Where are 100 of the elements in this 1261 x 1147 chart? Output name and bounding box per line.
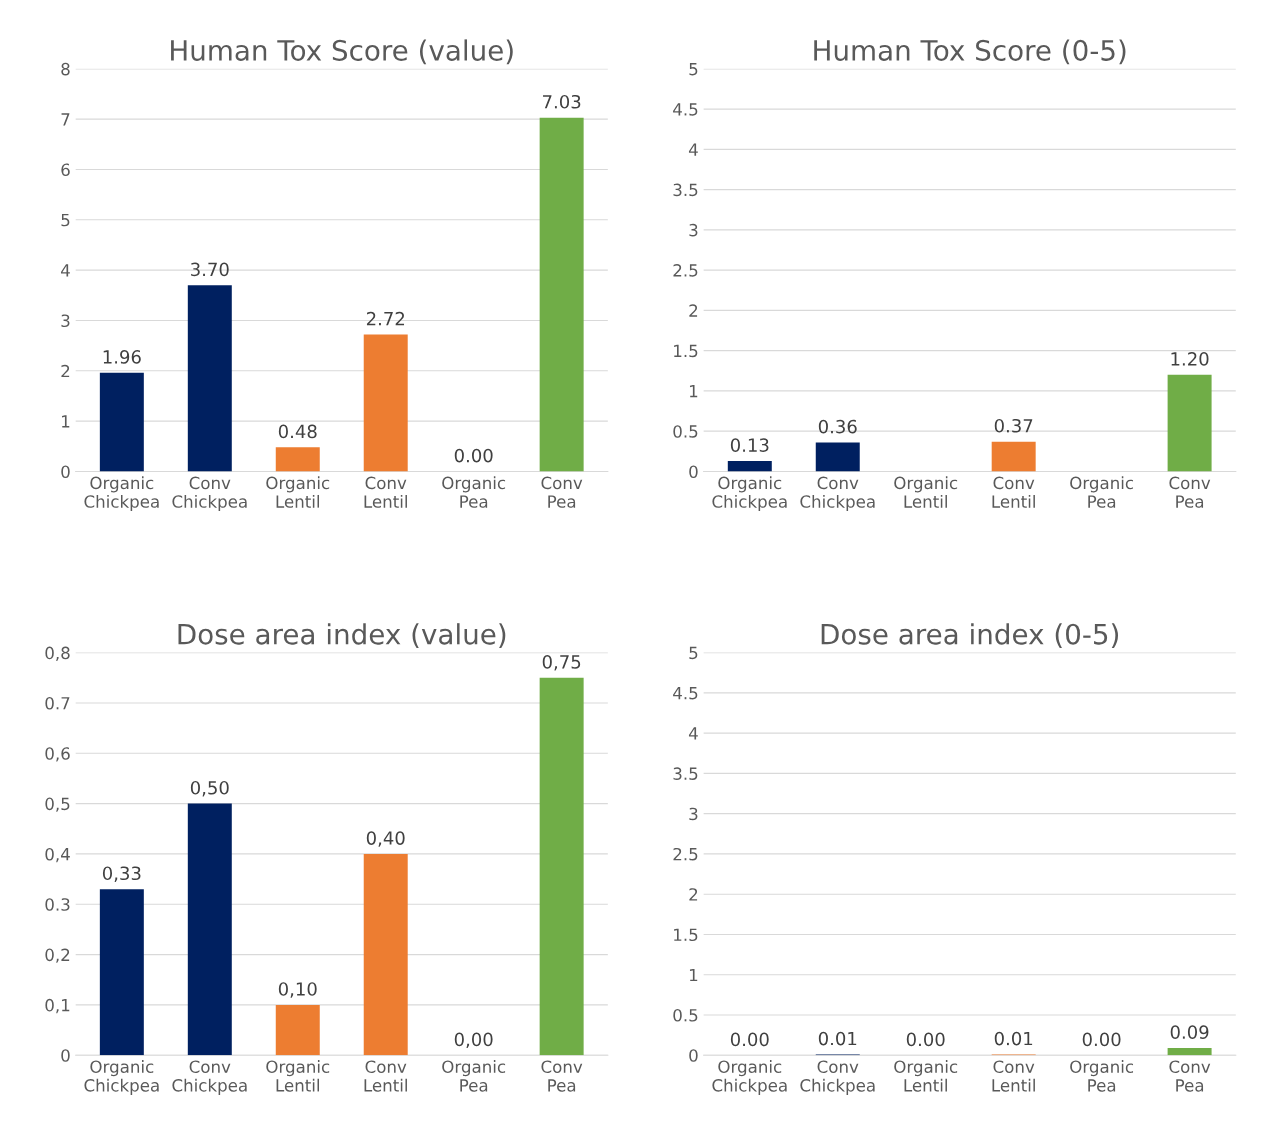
x-tick-label: Organic Chickpea xyxy=(84,1060,159,1095)
y-tick-label: 3 xyxy=(689,807,698,821)
y-tick-label: 7 xyxy=(61,113,70,126)
x-tick-label: Organic Pea xyxy=(1070,1060,1134,1092)
y-tick-label: 5 xyxy=(61,213,70,227)
data-label: 0,40 xyxy=(366,831,405,847)
data-label: 0.01 xyxy=(994,1031,1033,1046)
data-label: 0,50 xyxy=(190,780,229,797)
y-tick-label: 3 xyxy=(61,314,70,328)
y-tick-label: 2.5 xyxy=(673,264,698,277)
y-tick-label: 0,8 xyxy=(45,646,70,661)
y-tick-label: 0.5 xyxy=(673,1008,698,1022)
x-tick-label: Organic Pea xyxy=(442,1060,506,1092)
x-tick-label: Organic Lentil xyxy=(266,1060,330,1092)
bar xyxy=(275,1004,320,1056)
data-label: 0,00 xyxy=(454,1032,493,1049)
y-tick-label: 4.5 xyxy=(673,687,698,700)
y-tick-label: 6 xyxy=(61,163,70,177)
data-label: 0.00 xyxy=(1082,1032,1121,1047)
y-tick-label: 1.5 xyxy=(674,928,698,942)
y-tick-label: 8 xyxy=(61,62,70,76)
y-tick-label: 4 xyxy=(61,264,70,277)
x-tick-label: Conv Lentil xyxy=(364,476,407,508)
bar xyxy=(187,285,232,472)
x-tick-label: Conv Chickpea xyxy=(800,476,875,512)
bar xyxy=(991,441,1036,472)
y-tick-label: 4 xyxy=(688,727,698,740)
y-tick-label: 0.5 xyxy=(673,425,698,438)
chart-title: Human Tox Score (0-5) xyxy=(814,39,1126,65)
x-tick-label: Organic Lentil xyxy=(266,476,330,508)
data-label: 0.13 xyxy=(730,438,769,452)
x-tick-label: Conv Chickpea xyxy=(172,1060,247,1095)
y-tick-label: 2 xyxy=(61,364,70,378)
bar xyxy=(539,677,584,1056)
x-tick-label: Organic Chickpea xyxy=(712,476,787,512)
bar xyxy=(727,460,772,472)
data-label: 0.01 xyxy=(818,1031,857,1046)
y-tick-label: 1 xyxy=(689,385,698,398)
y-tick-label: 0.3 xyxy=(45,898,70,911)
y-tick-label: 1 xyxy=(689,968,698,982)
data-label: 0.00 xyxy=(906,1032,945,1047)
x-tick-label: Conv Chickpea xyxy=(172,476,247,512)
bar xyxy=(363,334,408,472)
y-tick-label: 5 xyxy=(689,63,698,76)
bar xyxy=(815,442,860,472)
x-tick-label: Organic Lentil xyxy=(894,1060,958,1092)
data-label: 0,33 xyxy=(102,866,141,882)
y-tick-label: 2.5 xyxy=(673,847,698,861)
x-tick-label: Organic Pea xyxy=(1070,476,1134,508)
chart-title: Human Tox Score (value) xyxy=(171,39,513,65)
x-tick-label: Organic Chickpea xyxy=(84,476,159,512)
y-tick-label: 0 xyxy=(61,1049,70,1062)
x-tick-label: Conv Chickpea xyxy=(800,1060,875,1095)
y-tick-label: 0,5 xyxy=(45,797,70,812)
y-tick-label: 0,1 xyxy=(45,998,70,1014)
y-tick-label: 4.5 xyxy=(673,103,698,116)
bar xyxy=(187,803,232,1056)
chart-title: Dose area index (value) xyxy=(178,623,506,648)
chart-title: Dose area index (0-5) xyxy=(821,623,1119,648)
x-tick-label: Organic Lentil xyxy=(894,476,958,508)
y-tick-label: 0 xyxy=(689,465,698,479)
data-label: 0.00 xyxy=(454,448,493,463)
x-tick-label: Conv Pea xyxy=(541,1060,583,1092)
y-tick-label: 1.5 xyxy=(674,344,698,358)
y-tick-label: 0,4 xyxy=(45,847,70,863)
x-tick-label: Conv Pea xyxy=(541,476,583,508)
data-label: 1.96 xyxy=(103,350,141,364)
data-label: 0,10 xyxy=(278,982,317,998)
y-tick-label: 0 xyxy=(61,465,70,479)
x-tick-label: Organic Pea xyxy=(442,476,506,508)
bar xyxy=(363,853,408,1056)
x-tick-label: Conv Lentil xyxy=(364,1060,407,1092)
data-label: 1.20 xyxy=(1171,352,1209,366)
data-label: 0.37 xyxy=(994,418,1033,433)
x-tick-label: Conv Lentil xyxy=(992,1060,1035,1092)
y-tick-label: 1 xyxy=(62,415,70,428)
y-tick-label: 3.5 xyxy=(673,767,698,780)
y-tick-label: 3.5 xyxy=(673,183,698,197)
bar xyxy=(539,117,584,472)
y-tick-label: 3 xyxy=(689,223,698,237)
data-label: 3.70 xyxy=(191,262,229,277)
data-label: 2.72 xyxy=(366,311,405,326)
data-label: 0,75 xyxy=(542,655,581,671)
y-tick-label: 0,2 xyxy=(45,948,70,963)
y-tick-label: 0 xyxy=(689,1049,698,1062)
bar xyxy=(99,889,144,1056)
data-label: 0.09 xyxy=(1170,1025,1209,1039)
y-tick-label: 2 xyxy=(689,304,698,317)
data-label: 0.48 xyxy=(278,424,317,439)
bar xyxy=(275,447,320,472)
bar xyxy=(99,372,144,472)
x-tick-label: Organic Chickpea xyxy=(712,1060,787,1095)
data-label: 7.03 xyxy=(543,94,581,109)
y-tick-label: 4 xyxy=(688,143,698,156)
y-tick-label: 5 xyxy=(689,646,698,660)
x-tick-label: Conv Pea xyxy=(1169,1060,1211,1092)
y-tick-label: 2 xyxy=(689,888,698,901)
bar xyxy=(1167,374,1212,472)
y-tick-label: 0,6 xyxy=(45,747,70,762)
x-tick-label: Conv Lentil xyxy=(992,476,1035,508)
